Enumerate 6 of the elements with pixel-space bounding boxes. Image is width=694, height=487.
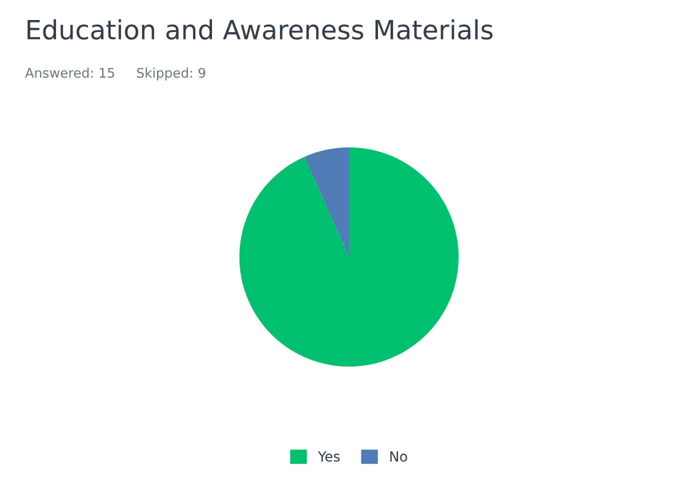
pie-slice — [239, 147, 459, 367]
legend-label: Yes — [318, 451, 340, 462]
chart-title: Education and Awareness Materials — [28, 19, 493, 40]
legend-label: No — [390, 451, 408, 462]
text: Answered: 15 Skipped: 9 — [25, 68, 206, 80]
pie-slice — [304, 147, 349, 257]
